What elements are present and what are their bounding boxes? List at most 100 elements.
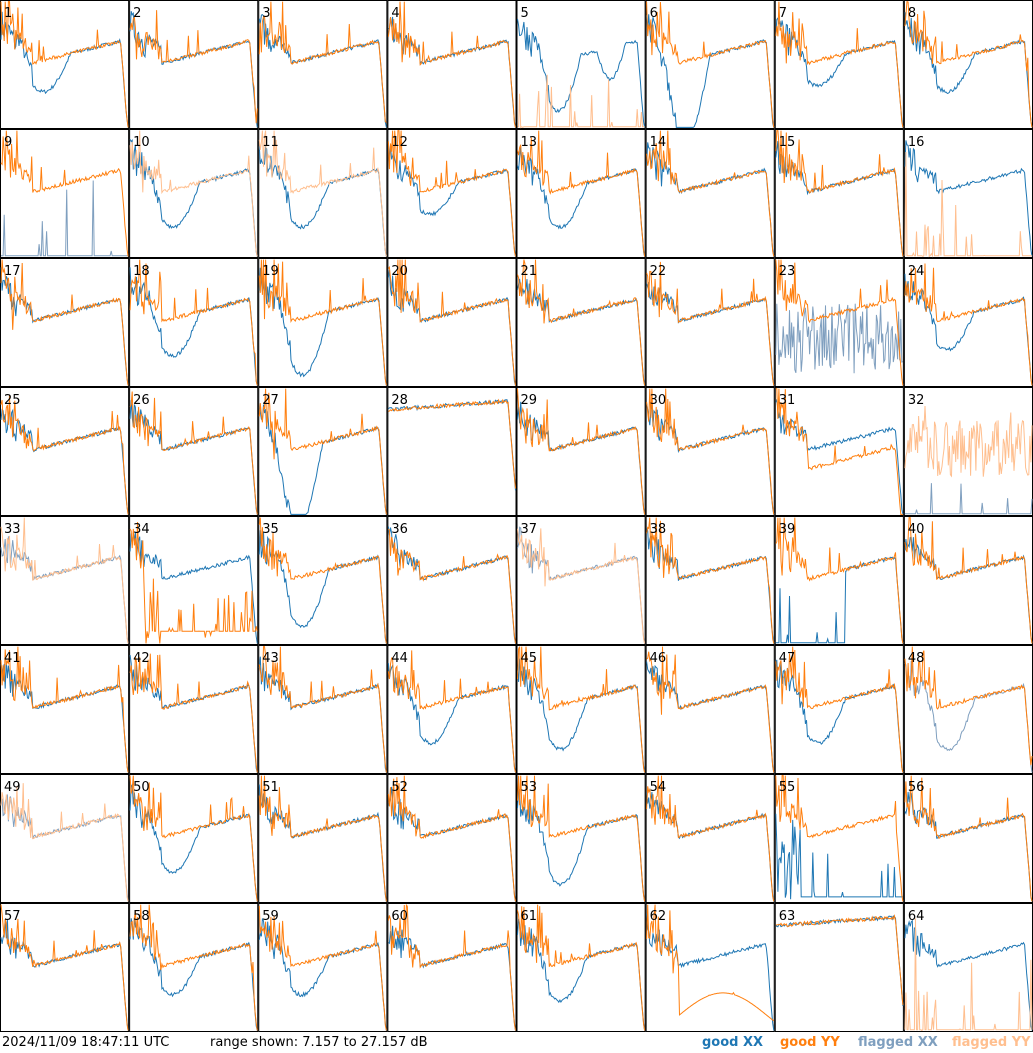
- panel-label: 37: [521, 522, 538, 537]
- panel-label: 53: [521, 780, 538, 795]
- panel-frame: [258, 516, 388, 645]
- series-yy-5: [517, 74, 645, 129]
- panel-label: 56: [908, 780, 925, 795]
- series-yy-42: [129, 653, 258, 773]
- panel-label: 7: [779, 6, 787, 21]
- footer-bar: 2024/11/09 18:47:11 UTC range shown: 7.1…: [0, 1032, 1033, 1053]
- series-yy-51: [258, 775, 387, 902]
- panel-37: 37: [516, 516, 646, 645]
- legend-flagged-yy-word: flagged: [952, 1035, 1008, 1050]
- panel-label: 27: [262, 393, 279, 408]
- series-yy-52: [387, 775, 516, 902]
- panel-51: 51: [258, 774, 388, 903]
- panel-label: 13: [521, 135, 538, 150]
- series-yy-56: [904, 775, 1033, 902]
- series-yy-44: [387, 650, 516, 773]
- panel-label: 19: [262, 264, 279, 279]
- series-yy-62: [646, 904, 775, 1022]
- panel-58: 58: [129, 903, 259, 1032]
- panel-12: 12: [387, 129, 517, 258]
- panel-frame: [645, 903, 775, 1032]
- panel-label: 17: [4, 264, 21, 279]
- panel-frame: [0, 516, 130, 645]
- panel-frame: [0, 129, 130, 258]
- panel-frame: [516, 774, 646, 903]
- panel-label: 58: [133, 909, 150, 924]
- panel-label: 48: [908, 651, 925, 666]
- panel-label: 29: [521, 393, 538, 408]
- panel-frame: [387, 903, 517, 1032]
- series-yy-4: [387, 1, 516, 128]
- panel-label: 32: [908, 393, 925, 408]
- series-yy-58: [129, 904, 258, 1031]
- panel-23: 23: [774, 258, 904, 387]
- panel-25: 25: [0, 387, 130, 516]
- series-xx-18: [129, 267, 258, 386]
- panel-40: 40: [903, 516, 1033, 645]
- series-yy-30: [646, 388, 775, 515]
- panel-4: 4: [387, 0, 517, 129]
- panel-label: 6: [650, 6, 658, 21]
- legend-good-yy: good YY: [780, 1035, 840, 1050]
- panel-label: 2: [133, 6, 141, 21]
- panel-label: 46: [650, 651, 667, 666]
- panel-label: 35: [262, 522, 279, 537]
- panel-label: 45: [521, 651, 538, 666]
- series-yy-49: [0, 783, 129, 902]
- panel-22: 22: [645, 258, 775, 387]
- series-xx-21: [517, 278, 646, 386]
- panel-42: 42: [129, 645, 259, 774]
- series-xx-64: [904, 919, 1033, 1031]
- series-yy-16: [904, 151, 1032, 258]
- panel-frame: [645, 258, 775, 387]
- series-xx-55: [775, 813, 903, 900]
- panel-label: 10: [133, 135, 150, 150]
- panel-frame: [516, 645, 646, 774]
- panel-label: 63: [779, 909, 796, 924]
- series-yy-31: [775, 388, 903, 515]
- panel-7: 7: [774, 0, 904, 129]
- panel-label: 23: [779, 264, 796, 279]
- series-yy-25: [0, 394, 129, 515]
- panel-36: 36: [387, 516, 517, 645]
- panel-label: 31: [779, 393, 796, 408]
- panel-frame: [645, 387, 775, 516]
- panel-15: 15: [774, 129, 904, 258]
- panel-16: 16: [903, 129, 1033, 258]
- panel-11: 11: [258, 129, 388, 258]
- panel-48: 48: [903, 645, 1033, 774]
- series-yy-9: [0, 130, 129, 257]
- series-yy-12: [387, 130, 516, 257]
- panel-label: 61: [521, 909, 538, 924]
- panel-label: 54: [650, 780, 667, 795]
- series-xx-34: [129, 531, 258, 644]
- panel-frame: [903, 903, 1033, 1032]
- legend-good-yy-pol: YY: [821, 1035, 840, 1050]
- series-xx-19: [258, 267, 387, 386]
- series-yy-24: [904, 263, 1033, 386]
- series-yy-7: [775, 1, 904, 128]
- series-xx-31: [775, 399, 904, 515]
- panel-label: 18: [133, 264, 150, 279]
- panel-label: 1: [4, 6, 12, 21]
- panel-label: 30: [650, 393, 667, 408]
- panel-frame: [774, 516, 904, 645]
- panel-label: 59: [262, 909, 279, 924]
- panel-frame: [129, 0, 259, 129]
- series-yy-23: [775, 259, 904, 386]
- panel-frame: [645, 774, 775, 903]
- panel-5: 5: [516, 0, 646, 129]
- panel-frame: [387, 0, 517, 129]
- series-yy-21: [517, 259, 646, 386]
- panel-13: 13: [516, 129, 646, 258]
- panel-34: 34: [129, 516, 259, 645]
- panel-label: 47: [779, 651, 796, 666]
- series-yy-37: [517, 528, 646, 644]
- series-yy-19: [258, 259, 387, 386]
- panel-label: 5: [521, 6, 529, 21]
- series-yy-61: [517, 904, 646, 1031]
- panel-18: 18: [129, 258, 259, 387]
- panel-55: 55: [774, 774, 904, 903]
- panel-49: 49: [0, 774, 130, 903]
- series-yy-35: [258, 517, 387, 644]
